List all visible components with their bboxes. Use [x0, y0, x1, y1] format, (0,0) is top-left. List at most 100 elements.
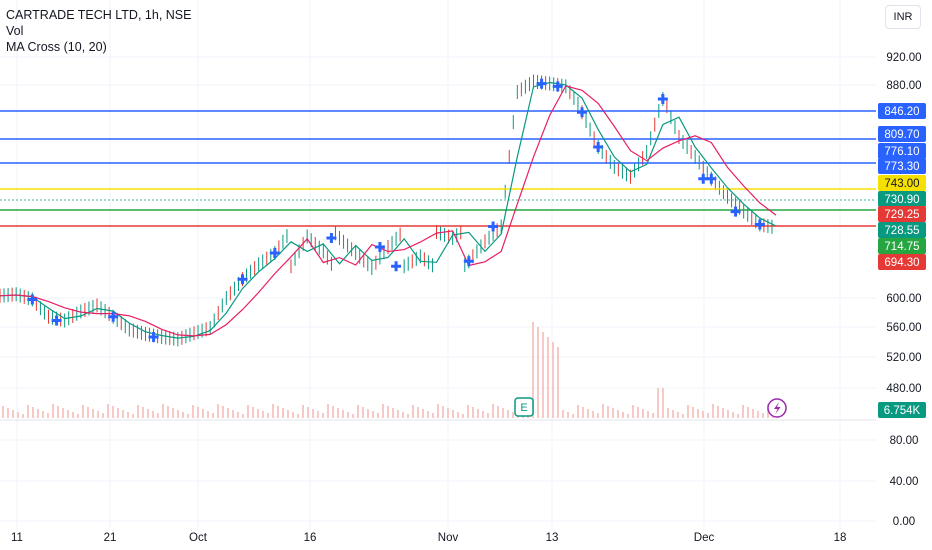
volume-bar	[27, 405, 29, 418]
volume-bar	[112, 406, 114, 418]
volume-bar	[372, 411, 374, 418]
ma-cross-marker	[593, 141, 604, 152]
price-tick-label: 880.00	[886, 80, 921, 92]
price-badge	[878, 402, 926, 418]
volume-bar	[242, 414, 244, 418]
ma-cross-marker	[108, 311, 119, 322]
earnings-icon[interactable]: E	[514, 397, 534, 417]
volume-bar	[97, 411, 99, 418]
time-axis: 11 21 Oct 16 Nov 13 Dec 18	[11, 532, 846, 544]
volume-bar	[467, 405, 469, 418]
ma-cross-marker	[269, 248, 280, 258]
price-badge-label: 6.754K	[884, 405, 921, 417]
level-badge-label: 694.30	[884, 257, 919, 269]
volume-bar	[662, 388, 664, 418]
volume-bar	[262, 411, 264, 418]
volume-bar	[572, 414, 574, 418]
indicator-vol[interactable]: Vol	[6, 24, 24, 38]
volume-bar	[52, 404, 54, 418]
volume-bar	[447, 408, 449, 418]
volume-bar	[542, 332, 544, 418]
volume-bar	[552, 342, 554, 418]
volume-bar	[132, 414, 134, 418]
indicator-ma-cross[interactable]: MA Cross (10, 20)	[6, 40, 107, 54]
volume-bar	[747, 407, 749, 418]
volume-bar	[77, 414, 79, 418]
volume-bar	[307, 407, 309, 418]
volume-bar	[57, 406, 59, 418]
volume-bar	[672, 410, 674, 418]
volume-bar	[682, 414, 684, 418]
volume-bar	[417, 407, 419, 418]
volume-bar	[37, 409, 39, 418]
price-tick-label: 480.00	[886, 383, 921, 395]
ma-cross-marker	[326, 233, 337, 243]
time-tick-label: 18	[834, 532, 847, 544]
price-tick-label: 560.00	[886, 322, 921, 334]
volume-bar	[407, 414, 409, 418]
volume-bar	[687, 405, 689, 418]
svg-text:E: E	[520, 402, 527, 414]
level-badge-label: 809.70	[884, 129, 919, 141]
volume-bar	[727, 410, 729, 418]
volume-bar	[577, 405, 579, 418]
volume-bar	[617, 410, 619, 418]
volume-bar	[697, 409, 699, 418]
volume-bar	[267, 413, 269, 418]
time-tick-label: Oct	[189, 532, 208, 544]
volume-bar	[127, 412, 129, 418]
volume-bar	[72, 412, 74, 418]
volume-bar	[32, 407, 34, 418]
chart-legend: CARTRADE TECH LTD, 1h, NSE Vol MA Cross …	[6, 7, 191, 55]
volume-bar	[377, 413, 379, 418]
volume-bar	[462, 414, 464, 418]
volume-bar	[17, 412, 19, 418]
volume-bar	[182, 412, 184, 418]
level-badge-label: 714.75	[884, 241, 919, 253]
volume-bar	[67, 410, 69, 418]
price-badge-label: 729.25	[884, 209, 919, 221]
volume-bar	[487, 413, 489, 418]
volume-bar	[592, 411, 594, 418]
symbol-title[interactable]: CARTRADE TECH LTD, 1h, NSE	[6, 8, 192, 22]
level-badge	[878, 103, 926, 119]
volume-bar	[292, 412, 294, 418]
volume-bar	[202, 409, 204, 418]
volume-bar	[582, 407, 584, 418]
price-badge	[878, 206, 926, 222]
volume-bar	[157, 413, 159, 418]
moving-average-lines	[0, 81, 777, 339]
volume-bar	[647, 411, 649, 418]
level-badge-label: 776.10	[884, 146, 919, 158]
volume-bar	[207, 411, 209, 418]
volume-bar	[402, 412, 404, 418]
price-badge	[878, 222, 926, 238]
ma-cross-marker	[577, 107, 587, 118]
lightning-icon[interactable]	[767, 398, 787, 418]
volume-bar	[547, 337, 549, 418]
volume-bar	[122, 410, 124, 418]
volume-bar	[332, 406, 334, 418]
volume-bar	[692, 407, 694, 418]
volume-bar	[257, 409, 259, 418]
time-tick-label: 16	[304, 532, 317, 544]
volume-bar	[62, 408, 64, 418]
volume-bar	[732, 412, 734, 418]
price-badge-label: 728.55	[884, 225, 919, 237]
volume-tick-label: 40.00	[890, 476, 919, 488]
volume-bar	[347, 412, 349, 418]
volume-bar	[477, 409, 479, 418]
price-tick-label: 600.00	[886, 293, 921, 305]
volume-bar	[222, 406, 224, 418]
ma-cross-marker	[706, 173, 717, 184]
volume-bar	[7, 408, 9, 418]
ma-cross-marker	[148, 332, 159, 342]
volume-bar	[717, 406, 719, 418]
volume-bar	[142, 407, 144, 418]
volume-bar	[367, 409, 369, 418]
currency-button[interactable]: INR	[885, 5, 921, 29]
volume-bar	[607, 406, 609, 418]
volume-bar	[637, 407, 639, 418]
volume-tick-label: 80.00	[890, 435, 919, 447]
